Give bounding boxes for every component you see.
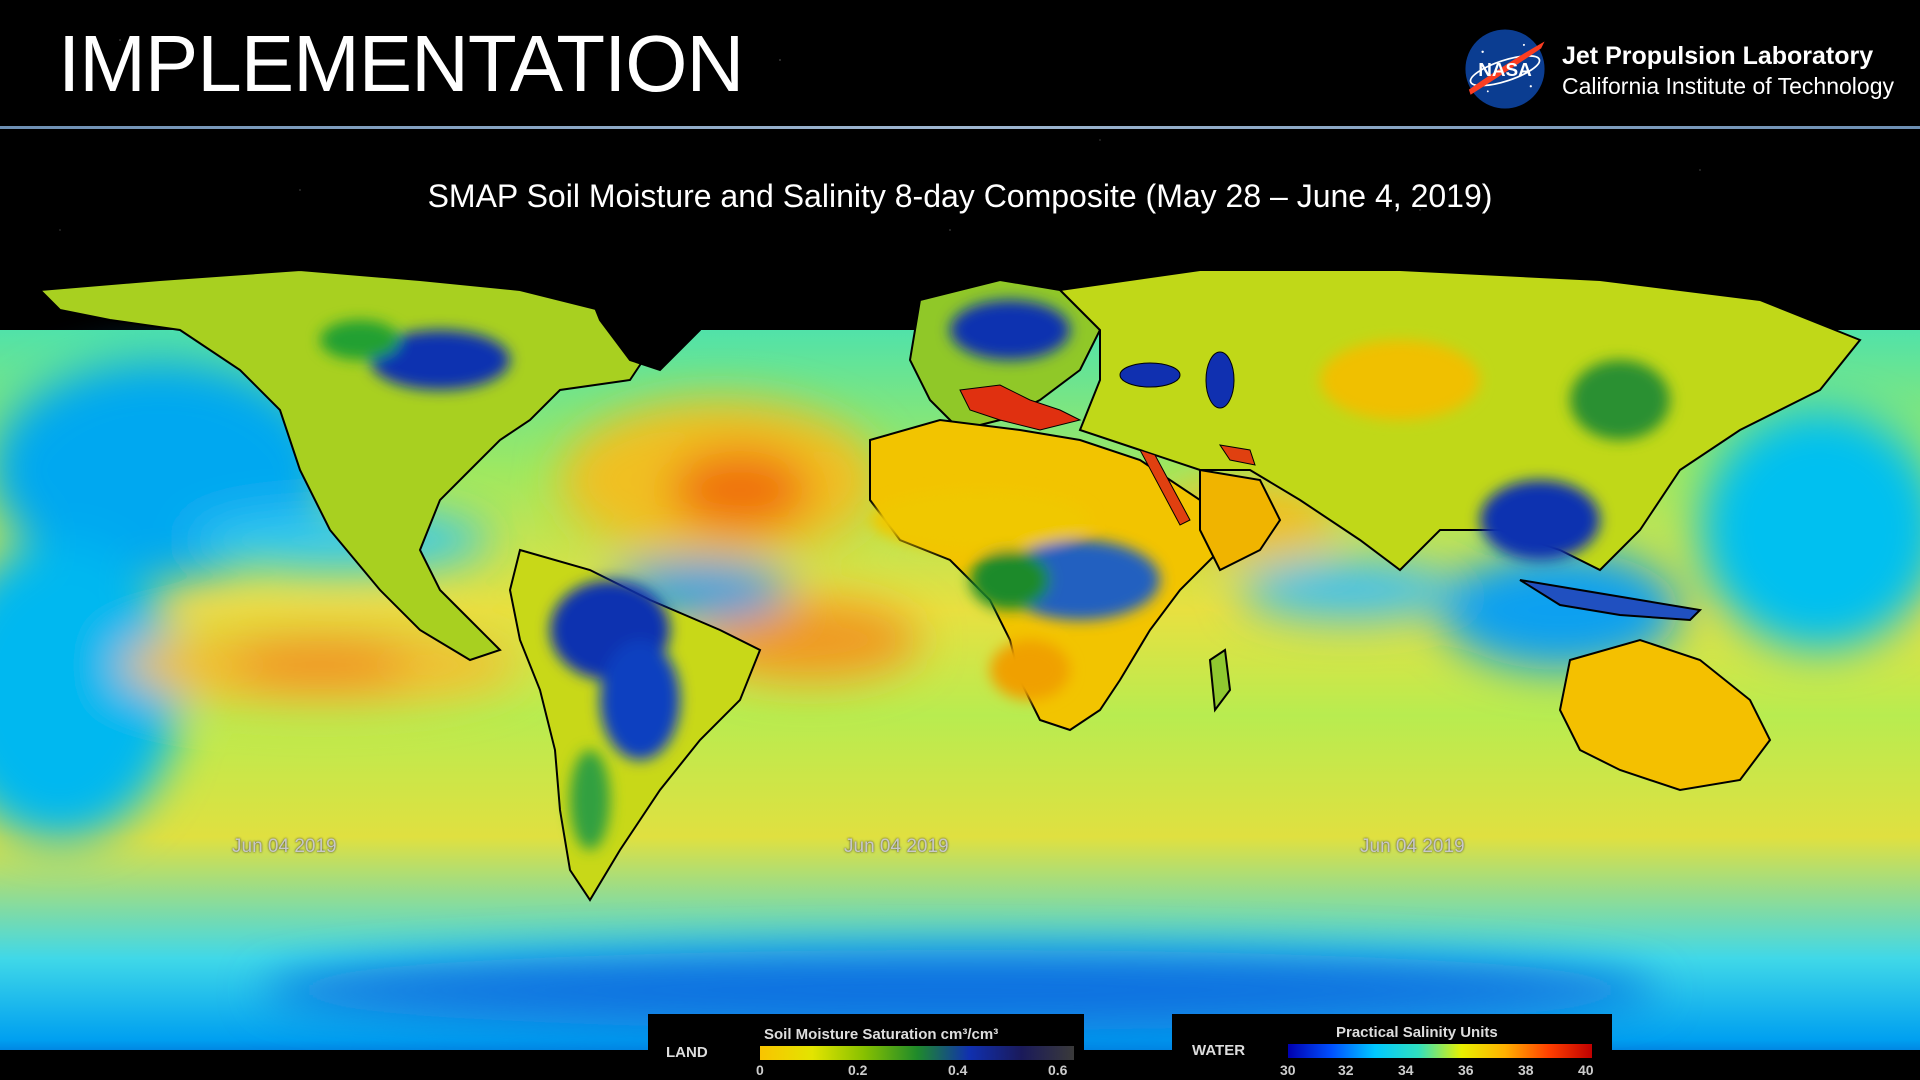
nasa-logo-text: NASA	[1478, 60, 1532, 81]
persian-gulf	[1218, 444, 1256, 466]
water-tick: 32	[1338, 1062, 1354, 1078]
red-sea	[1138, 449, 1191, 526]
australia	[1558, 638, 1772, 792]
land-tick: 0.2	[848, 1062, 868, 1078]
water-tick: 30	[1280, 1062, 1296, 1078]
water-tick: 34	[1398, 1062, 1414, 1078]
world-map	[0, 270, 1920, 1080]
madagascar	[1208, 648, 1232, 713]
caspian-sea	[1205, 351, 1235, 409]
organization-name: Jet Propulsion Laboratory	[1562, 42, 1874, 70]
map-subtitle: SMAP Soil Moisture and Salinity 8-day Co…	[427, 178, 1493, 214]
map-date-label: Jun 04 2019	[844, 836, 949, 857]
greenland	[578, 270, 722, 372]
nasa-logo: NASA	[1465, 29, 1545, 109]
map-date-label: Jun 04 2019	[232, 836, 337, 857]
land-legend-title: Soil Moisture Saturation cm³/cm³	[764, 1026, 999, 1043]
land-tick: 0.4	[948, 1062, 968, 1078]
slide-title: IMPLEMENTATION	[58, 19, 744, 108]
header-divider	[0, 126, 1920, 129]
land-legend-name: LAND	[666, 1044, 708, 1061]
land-legend: LAND Soil Moisture Saturation cm³/cm³ 0 …	[648, 1014, 1084, 1080]
arabian-peninsula	[1199, 468, 1282, 572]
indonesia	[1519, 579, 1703, 622]
water-legend-name: WATER	[1192, 1042, 1246, 1059]
land-tick: 0.6	[1048, 1062, 1068, 1078]
mediterranean-sea	[959, 384, 1082, 431]
map-date-label: Jun 04 2019	[1360, 836, 1465, 857]
land-color-scale	[760, 1046, 1074, 1060]
water-color-scale	[1288, 1044, 1592, 1058]
organization-block: Jet Propulsion Laboratory California Ins…	[1562, 42, 1894, 100]
water-legend-title: Practical Salinity Units	[1336, 1024, 1498, 1041]
water-tick: 40	[1578, 1062, 1594, 1078]
water-tick: 36	[1458, 1062, 1474, 1078]
water-tick: 38	[1518, 1062, 1534, 1078]
water-legend: WATER Practical Salinity Units 30 32 34 …	[1172, 1014, 1612, 1080]
black-sea	[1119, 362, 1181, 388]
land-tick: 0	[756, 1062, 764, 1078]
organization-affiliation: California Institute of Technology	[1562, 73, 1894, 99]
